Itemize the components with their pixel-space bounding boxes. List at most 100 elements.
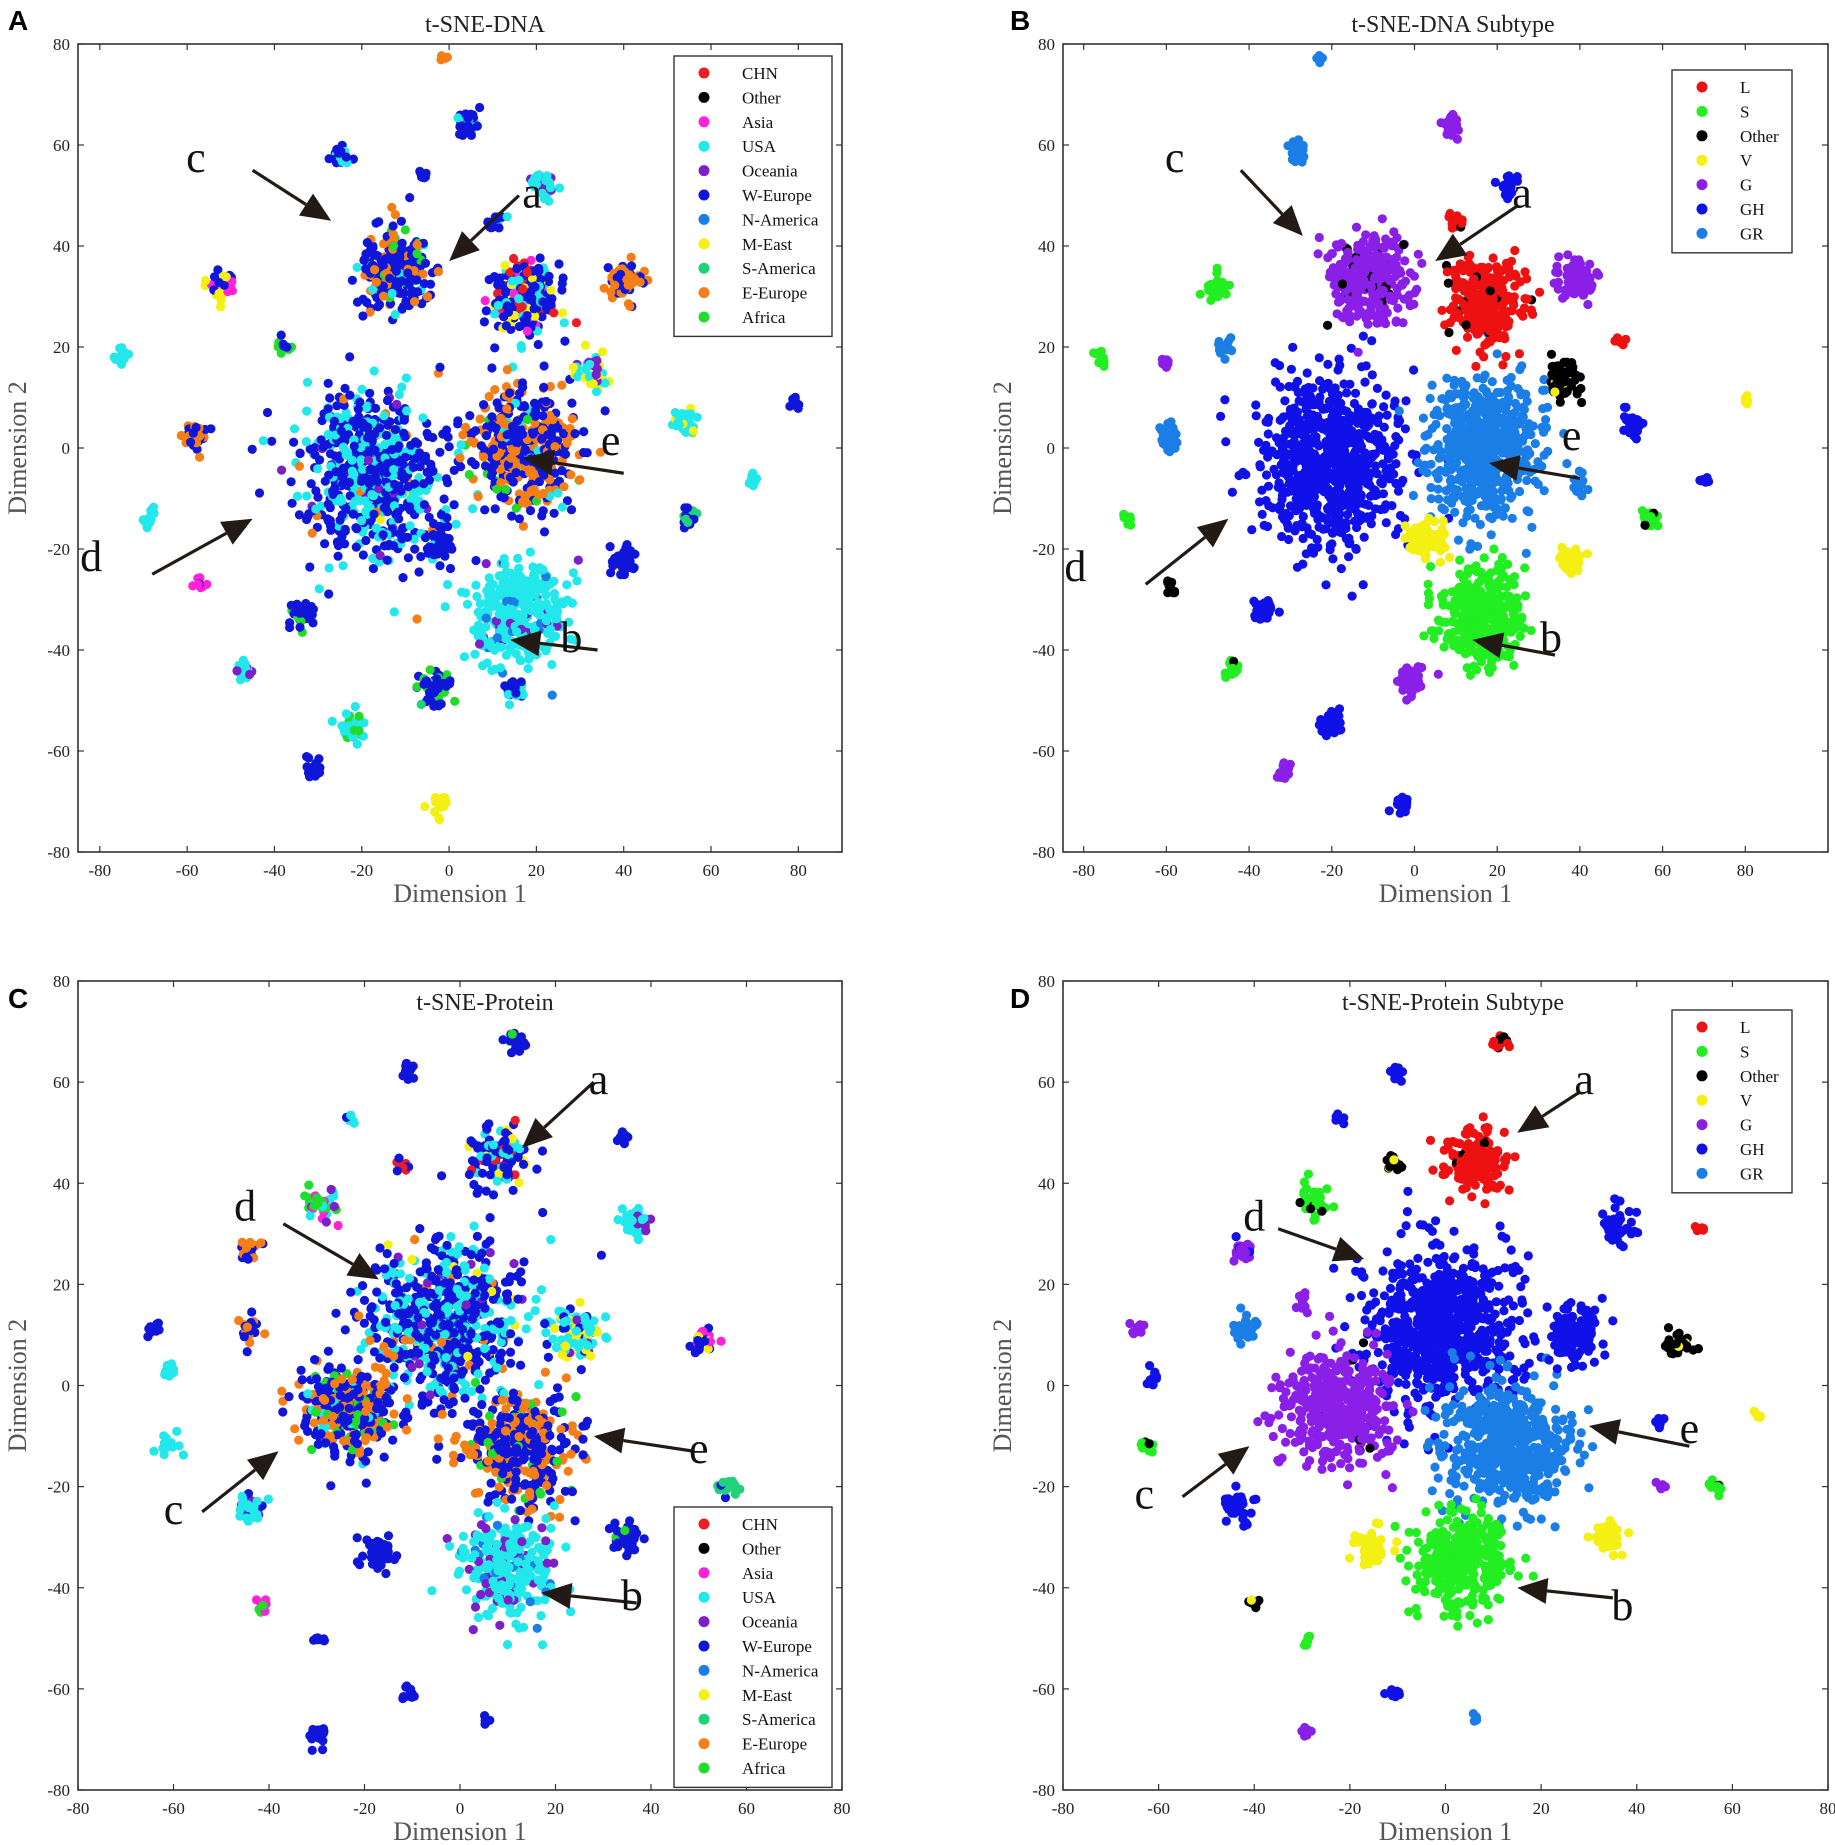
scatter-point <box>479 317 489 327</box>
scatter-point <box>1530 439 1540 449</box>
scatter-point <box>492 398 502 408</box>
scatter-point <box>403 553 413 563</box>
x-tick-label: -40 <box>1238 861 1261 880</box>
scatter-point <box>1442 495 1453 505</box>
scatter-point <box>365 307 375 317</box>
scatter-point <box>1283 523 1293 533</box>
scatter-point <box>557 278 567 289</box>
annotation-label: a <box>522 169 542 218</box>
scatter-point <box>1494 476 1504 486</box>
scatter-point <box>350 701 360 712</box>
scatter-point <box>1393 303 1403 313</box>
scatter-point <box>295 448 305 458</box>
scatter-point <box>1507 513 1517 524</box>
scatter-point <box>369 509 379 519</box>
scatter-point <box>1308 410 1318 420</box>
scatter-point <box>1405 298 1415 308</box>
annotation-arrow-c: c <box>186 133 332 221</box>
scatter-point <box>1247 525 1257 535</box>
scatter-point <box>480 461 491 471</box>
scatter-point <box>522 267 532 277</box>
scatter-point <box>395 529 405 539</box>
scatter-point <box>375 514 385 525</box>
scatter-point <box>1363 319 1373 329</box>
legend-marker <box>698 213 710 225</box>
scatter-point <box>1356 490 1366 500</box>
scatter-point <box>501 650 511 660</box>
scatter-point <box>1298 533 1308 544</box>
scatter-point <box>1433 440 1443 450</box>
scatter-point <box>567 598 578 608</box>
scatter-point <box>1516 388 1526 398</box>
scatter-point <box>511 503 521 513</box>
scatter-point <box>287 498 297 508</box>
scatter-point <box>1485 286 1495 296</box>
scatter-point <box>445 563 456 574</box>
scatter-point <box>324 470 334 480</box>
scatter-point <box>1390 271 1400 282</box>
scatter-point <box>538 297 548 307</box>
scatter-point <box>340 524 350 534</box>
y-tick-label: -80 <box>1032 843 1055 862</box>
scatter-point <box>421 168 431 178</box>
scatter-point <box>530 311 540 321</box>
y-axis-label: Dimension 2 <box>988 381 1017 515</box>
scatter-point <box>1336 564 1346 574</box>
scatter-point <box>289 437 299 447</box>
scatter-point <box>379 503 389 513</box>
scatter-point <box>1314 232 1324 243</box>
y-tick-label: -80 <box>47 843 70 862</box>
legend-marker <box>698 238 710 250</box>
scatter-point <box>1262 521 1273 532</box>
scatter-point <box>371 403 381 413</box>
scatter-point <box>1313 510 1323 520</box>
scatter-point <box>1481 386 1491 396</box>
scatter-point <box>522 326 532 336</box>
scatter-point <box>1377 479 1387 489</box>
scatter-point <box>434 701 444 711</box>
scatter-point <box>368 564 378 574</box>
scatter-point <box>501 321 511 331</box>
arrow-shaft <box>469 194 521 242</box>
scatter-point <box>537 434 547 444</box>
scatter-point <box>428 518 439 529</box>
scatter-point <box>1535 287 1545 297</box>
scatter-point <box>397 238 407 248</box>
x-tick-label: -20 <box>1320 861 1343 880</box>
scatter-point <box>1286 364 1296 374</box>
scatter-point <box>1282 459 1292 469</box>
scatter-point <box>1492 565 1502 576</box>
scatter-point <box>1464 441 1474 451</box>
scatter-point <box>382 459 392 469</box>
scatter-point <box>469 625 479 635</box>
scatter-point <box>1367 399 1377 409</box>
scatter-point <box>138 515 148 525</box>
scatter-point <box>529 398 540 408</box>
legend-entry: Africa <box>742 308 786 327</box>
scatter-point <box>1395 510 1406 521</box>
scatter-point <box>186 437 196 447</box>
scatter-point <box>1484 417 1495 427</box>
scatter-point <box>332 401 342 411</box>
scatter-point <box>519 315 530 325</box>
scatter-point <box>1446 464 1456 474</box>
scatter-point <box>1326 518 1337 528</box>
scatter-point <box>493 280 503 290</box>
scatter-point <box>414 486 424 496</box>
x-tick-label: 0 <box>1410 861 1419 880</box>
scatter-point <box>363 422 373 432</box>
scatter-point <box>476 441 486 451</box>
scatter-point <box>417 299 427 309</box>
scatter-point <box>530 418 540 428</box>
scatter-point <box>1337 447 1347 457</box>
scatter-point <box>378 239 389 249</box>
scatter-point <box>1283 472 1294 482</box>
scatter-point <box>502 404 512 414</box>
scatter-point <box>1332 405 1342 415</box>
scatter-point <box>1487 377 1497 387</box>
scatter-point <box>558 308 568 318</box>
scatter-point <box>1478 374 1488 384</box>
scatter-point <box>430 792 440 803</box>
scatter-point <box>1504 652 1514 662</box>
scatter-point <box>1284 439 1295 449</box>
